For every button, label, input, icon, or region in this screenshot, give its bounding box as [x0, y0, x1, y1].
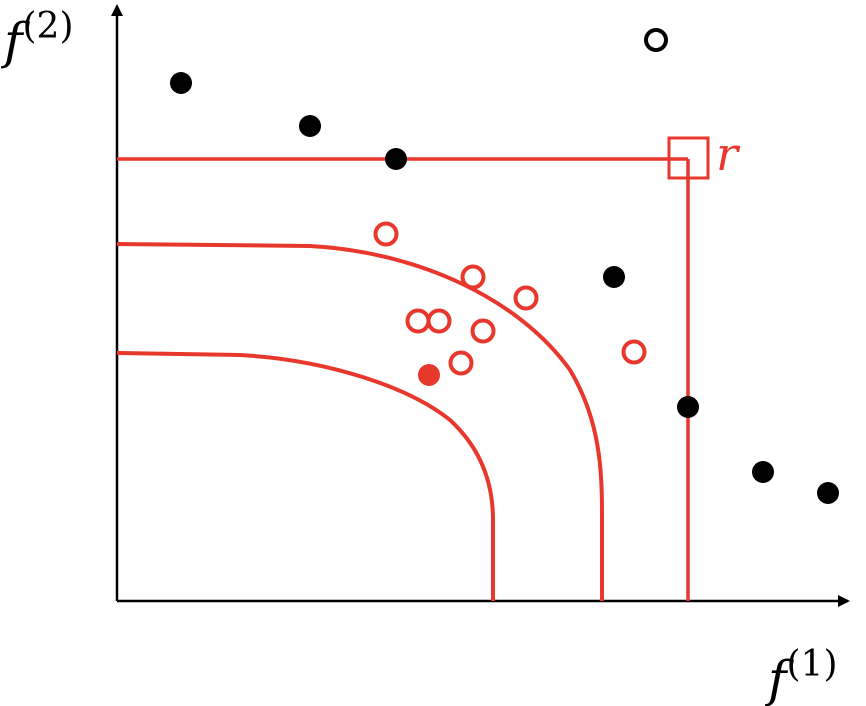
- red-hollow-point: [460, 264, 486, 290]
- red-filled-point: [418, 364, 440, 386]
- black-point: [385, 148, 407, 170]
- y-axis-label: f(2): [0, 6, 74, 70]
- black-point: [299, 115, 321, 137]
- red-hollow-point: [621, 339, 647, 365]
- black-point: [817, 482, 839, 504]
- reference-point-label: r: [716, 127, 741, 181]
- red-hollow-point: [513, 285, 539, 311]
- reference-point-marker: [667, 136, 710, 180]
- red-hollow-point: [470, 318, 496, 344]
- inner-level-curve: [116, 351, 495, 601]
- y-axis-label-sup: (2): [23, 6, 74, 47]
- outer-level-curve: [116, 242, 604, 601]
- black-point: [677, 396, 699, 418]
- red-hollow-point: [448, 350, 474, 376]
- black-point: [603, 266, 625, 288]
- black-hollow-point: [644, 28, 668, 52]
- red-hollow-point: [373, 221, 399, 247]
- x-axis-label: f(1): [764, 644, 838, 706]
- black-point: [752, 461, 774, 483]
- black-point: [170, 72, 192, 94]
- x-axis-label-sup: (1): [787, 644, 838, 685]
- red-hollow-point: [426, 308, 452, 334]
- red-hollow-point: [405, 308, 431, 334]
